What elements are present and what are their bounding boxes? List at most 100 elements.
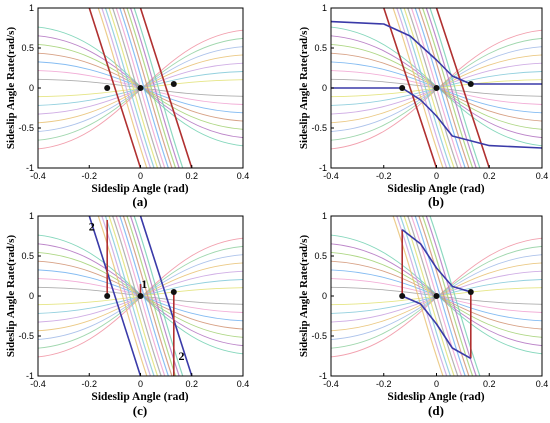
x-tick-label: 0.2 — [185, 171, 198, 181]
equilibrium-point — [399, 85, 406, 91]
streamline — [112, 8, 162, 168]
x-tick-label: 0 — [434, 171, 439, 181]
equilibrium-point — [433, 85, 440, 91]
streamline — [97, 8, 148, 168]
streamline — [104, 8, 155, 168]
boundary-line-series — [88, 8, 142, 168]
x-tick-label: 0 — [138, 379, 143, 389]
y-tick-label: 0.5 — [21, 251, 34, 261]
streamline — [392, 216, 444, 376]
ticks-b: -0.4 -0.2 0 0.2 0.4 1 0.5 0 -0.5 -1 — [311, 3, 548, 181]
x-tick-label: -0.4 — [30, 379, 46, 389]
x-tick-label: 0.2 — [185, 379, 198, 389]
x-axis-label-a: Sideslip Angle (rad) — [91, 183, 188, 195]
equilibrium-point — [104, 85, 111, 91]
x-tick-label: -0.4 — [323, 379, 339, 389]
streamlines-b — [331, 8, 542, 168]
equilibrium-points-c — [104, 289, 177, 299]
y-tick-label: 1 — [29, 211, 34, 221]
streamline — [418, 8, 470, 168]
caption-d: (d) — [428, 403, 444, 418]
streamline — [421, 8, 474, 168]
y-tick-label: -0.5 — [311, 123, 327, 133]
x-tick-label: 0.4 — [536, 379, 549, 389]
equilibrium-point — [170, 81, 177, 87]
boundary-line-series — [435, 8, 491, 168]
boundary-line-series — [139, 216, 193, 376]
x-tick-label: -0.2 — [376, 379, 392, 389]
streamline — [104, 216, 155, 376]
annotations-c: 2 1 2 — [89, 219, 185, 363]
x-tick-label: -0.4 — [30, 171, 46, 181]
streamline — [108, 216, 159, 376]
streamline — [119, 8, 169, 168]
streamline — [414, 8, 466, 168]
y-tick-label: -0.5 — [18, 331, 34, 341]
streamline — [122, 216, 173, 376]
ticks-a: -0.4 -0.2 0 0.2 0.4 1 0.5 0 -0.5 -1 — [18, 3, 249, 181]
streamline — [425, 216, 477, 376]
panel-c: -0.4 -0.2 0 0.2 0.4 1 0.5 0 -0.5 -1 2 1 2 Sideslip … — [5, 211, 249, 418]
equilibrium-points-d — [399, 289, 474, 299]
y-tick-label: -1 — [319, 163, 327, 173]
streamline — [418, 216, 470, 376]
x-tick-label: -0.2 — [81, 379, 97, 389]
equilibrium-points-b — [399, 81, 474, 91]
x-axis-label-c: Sideslip Angle (rad) — [91, 391, 188, 403]
separatrix-series — [401, 295, 472, 360]
equilibrium-point — [170, 289, 177, 295]
main-curves-a — [88, 8, 193, 168]
ticks-d: -0.4 -0.2 0 0.2 0.4 1 0.5 0 -0.5 -1 — [311, 211, 548, 389]
streamline — [133, 216, 184, 376]
streamline — [403, 216, 455, 376]
x-tick-label: 0.2 — [483, 171, 496, 181]
streamline — [425, 8, 477, 168]
streamline — [399, 8, 452, 168]
caption-c: (c) — [133, 403, 147, 418]
streamline — [396, 8, 448, 168]
y-tick-label: 0.5 — [21, 43, 34, 53]
equilibrium-point — [399, 293, 406, 299]
streamline — [122, 8, 173, 168]
y-axis-label-a: Sideslip Angle Rate(rad/s) — [5, 27, 17, 150]
streamline — [126, 216, 177, 376]
main-curves-c — [88, 216, 193, 376]
streamline — [129, 8, 180, 168]
y-tick-label: -1 — [26, 163, 34, 173]
region-label: 2 — [89, 219, 95, 233]
streamline — [429, 216, 481, 376]
streamline — [392, 8, 444, 168]
y-tick-label: 0 — [322, 83, 327, 93]
panel-a: -0.4 -0.2 0 0.2 0.4 1 0.5 0 -0.5 -1 Sideslip Angl… — [5, 3, 249, 209]
y-tick-label: 1 — [322, 211, 327, 221]
y-tick-label: 0.5 — [314, 251, 327, 261]
ticks-c: -0.4 -0.2 0 0.2 0.4 1 0.5 0 -0.5 -1 — [18, 211, 249, 389]
separatrix-series — [331, 87, 542, 149]
x-tick-label: -0.4 — [323, 171, 339, 181]
equilibrium-point — [467, 289, 474, 295]
equilibrium-point — [137, 293, 144, 299]
y-tick-label: -1 — [319, 371, 327, 381]
caption-a: (a) — [132, 194, 147, 209]
streamline — [108, 8, 159, 168]
y-tick-label: 1 — [322, 3, 327, 13]
streamline — [407, 8, 459, 168]
y-tick-label: 0 — [322, 291, 327, 301]
boundary-line-series — [139, 8, 193, 168]
main-curves-d — [401, 228, 472, 360]
y-tick-label: 1 — [29, 3, 34, 13]
y-axis-label-c: Sideslip Angle Rate(rad/s) — [5, 235, 17, 358]
y-axis-label-d: Sideslip Angle Rate(rad/s) — [298, 235, 310, 358]
streamline — [133, 8, 184, 168]
equilibrium-points-a — [104, 81, 177, 91]
equilibrium-point — [467, 81, 474, 87]
region-label: 2 — [179, 349, 185, 363]
equilibrium-point — [137, 85, 144, 91]
x-tick-label: 0 — [434, 379, 439, 389]
y-tick-label: -1 — [26, 371, 34, 381]
x-tick-label: 0.2 — [483, 379, 496, 389]
separatrix-series — [401, 228, 472, 293]
x-tick-label: 0.4 — [237, 171, 250, 181]
y-tick-label: -0.5 — [18, 123, 34, 133]
